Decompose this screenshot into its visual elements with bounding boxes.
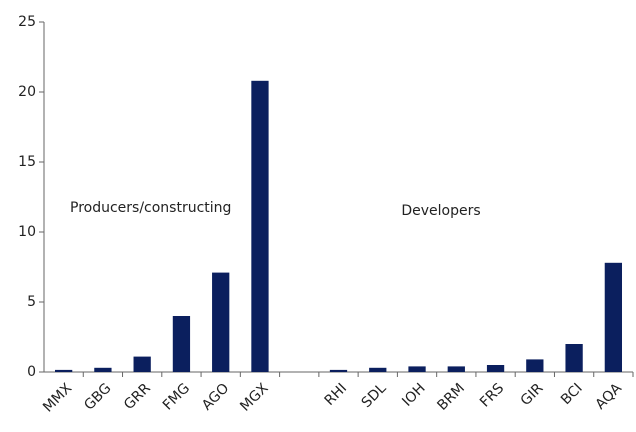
bar [329, 369, 348, 372]
x-tick-label: GRR [121, 380, 154, 413]
y-tick-label: 0 [27, 364, 36, 380]
bar [565, 344, 583, 372]
x-tick-label: BRM [434, 380, 468, 414]
x-tick-label: FRS [477, 380, 507, 410]
bar [369, 367, 387, 372]
x-tick-label: AGO [199, 380, 232, 413]
x-tick-label: BCI [558, 380, 586, 408]
bar [54, 369, 73, 372]
y-tick-label: 5 [27, 294, 36, 310]
x-tick-label: SDL [359, 380, 390, 411]
bar [212, 272, 230, 372]
bar [447, 366, 465, 372]
y-tick-label: 15 [18, 154, 36, 170]
bar [251, 80, 269, 373]
y-tick-label: 25 [18, 14, 36, 30]
annotation: Developers [401, 203, 480, 219]
x-tick-label: GBG [81, 380, 114, 413]
x-tick-label: MGX [237, 380, 272, 415]
x-tick-label: GIR [518, 380, 547, 409]
x-tick-label: RHI [322, 380, 351, 409]
bar [408, 366, 426, 372]
bar [486, 365, 505, 372]
bar [172, 316, 191, 372]
bar [133, 356, 151, 372]
bar [604, 262, 623, 372]
annotation: Producers/constructing [70, 200, 231, 216]
x-tick-label: MMX [40, 380, 75, 415]
y-tick-label: 20 [18, 84, 36, 100]
x-tick-label: AQA [593, 380, 626, 413]
y-tick-label: 10 [18, 224, 36, 240]
x-tick-label: FMG [160, 380, 193, 413]
bar [526, 359, 544, 372]
bar [94, 367, 112, 372]
x-tick-label: IOH [399, 380, 428, 409]
